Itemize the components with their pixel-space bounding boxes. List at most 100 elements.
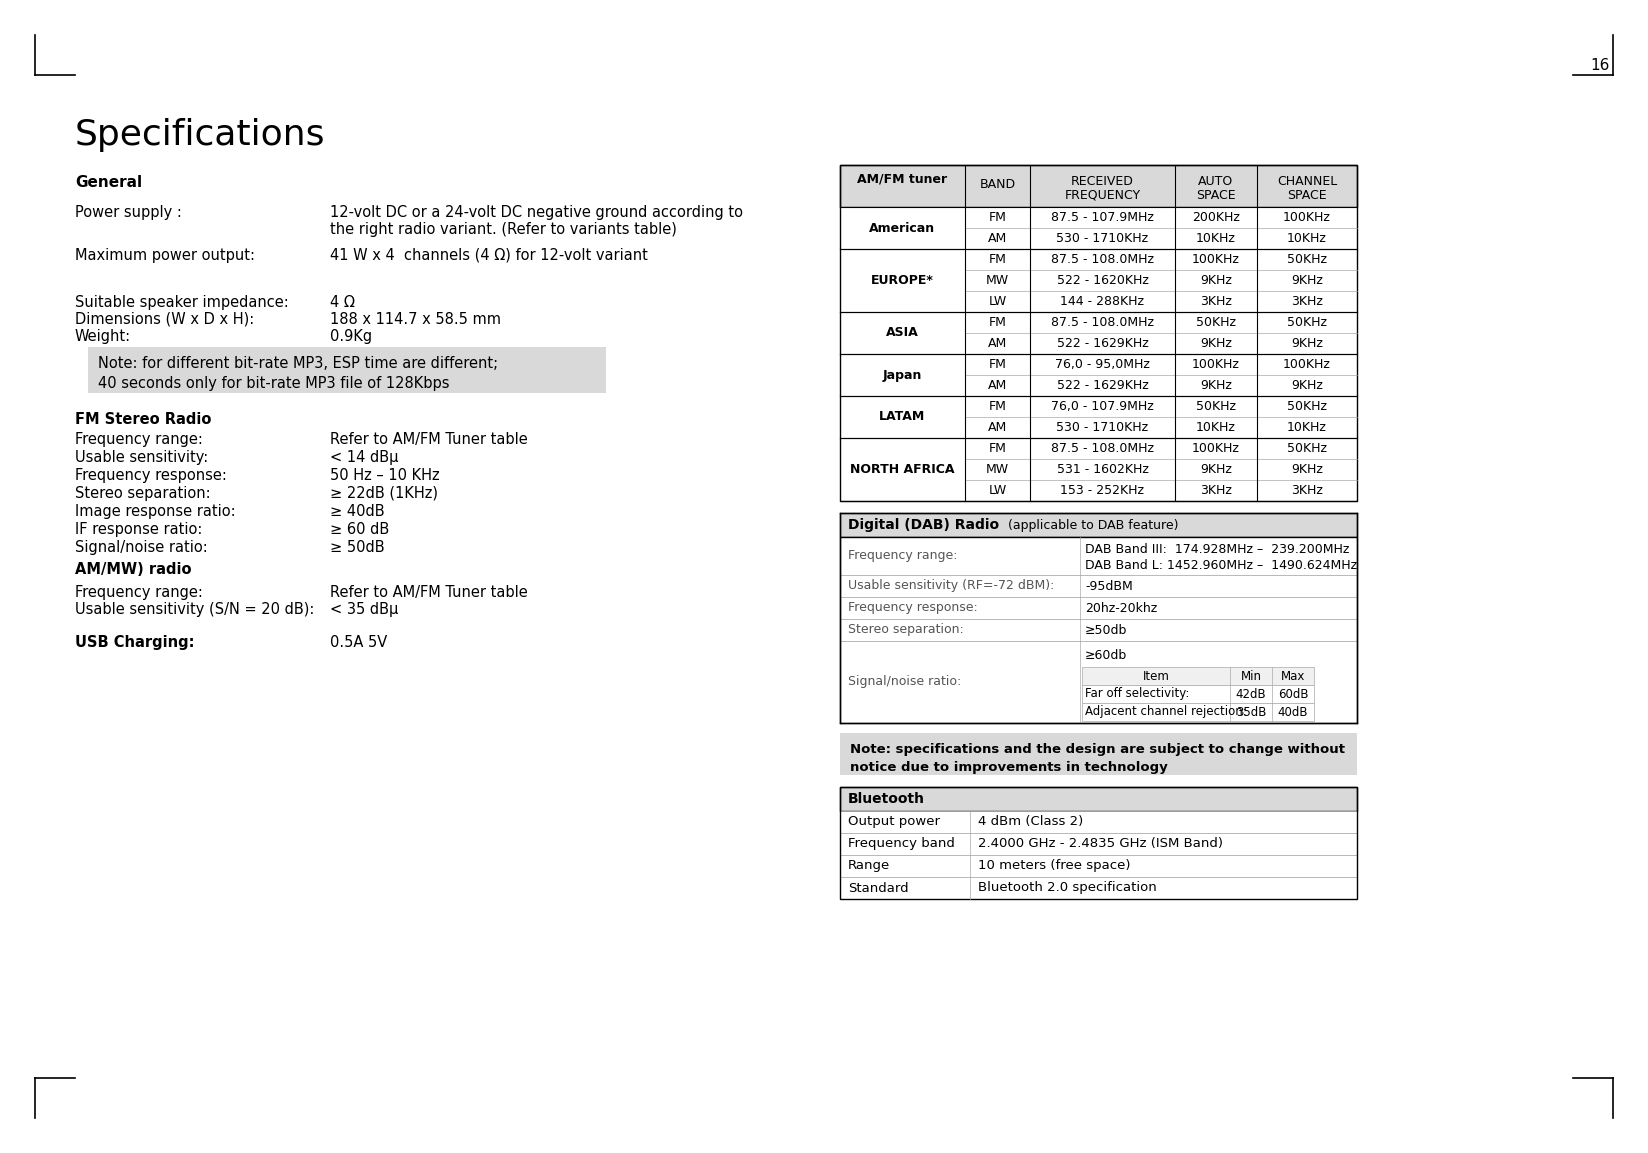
Text: 188 x 114.7 x 58.5 mm: 188 x 114.7 x 58.5 mm [330, 312, 501, 327]
Text: 60dB: 60dB [1277, 687, 1309, 701]
Bar [840, 619, 1356, 641]
Text: 100KHz: 100KHz [1284, 211, 1332, 224]
Text: Frequency band: Frequency band [849, 837, 954, 851]
Bar [840, 597, 1356, 619]
Text: MW: MW [986, 464, 1009, 476]
Text: FM Stereo Radio: FM Stereo Radio [76, 412, 211, 427]
Text: Image response ratio:: Image response ratio: [76, 504, 236, 519]
Text: Signal/noise ratio:: Signal/noise ratio: [849, 676, 961, 688]
Text: 0.5A 5V: 0.5A 5V [330, 635, 387, 650]
Text: Refer to AM/FM Tuner table: Refer to AM/FM Tuner table [330, 432, 527, 447]
Text: Far off selectivity:: Far off selectivity: [1084, 687, 1190, 701]
Text: IF response ratio:: IF response ratio: [76, 522, 203, 537]
Text: Stereo separation:: Stereo separation: [76, 487, 211, 502]
Text: Item: Item [1142, 670, 1170, 683]
Text: 9KHz: 9KHz [1290, 274, 1323, 287]
Text: Range: Range [849, 859, 890, 873]
Text: 3KHz: 3KHz [1200, 295, 1233, 308]
Text: 50KHz: 50KHz [1287, 442, 1327, 455]
Text: 522 - 1629KHz: 522 - 1629KHz [1056, 337, 1149, 351]
Text: LATAM: LATAM [880, 410, 926, 423]
Text: 153 - 252KHz: 153 - 252KHz [1061, 484, 1144, 497]
Bar [840, 787, 1356, 899]
Text: 9KHz: 9KHz [1290, 464, 1323, 476]
Text: 100KHz: 100KHz [1192, 442, 1239, 455]
Bar [87, 347, 606, 393]
Text: < 35 dBμ: < 35 dBμ [330, 602, 399, 617]
Text: 42dB: 42dB [1236, 687, 1266, 701]
Text: 50KHz: 50KHz [1287, 253, 1327, 266]
Text: 9KHz: 9KHz [1290, 379, 1323, 392]
Text: DAB Band L: 1452.960MHz –  1490.624MHz: DAB Band L: 1452.960MHz – 1490.624MHz [1084, 559, 1356, 572]
Text: Min: Min [1241, 670, 1261, 683]
Bar [840, 811, 1356, 832]
Text: 87.5 - 108.0MHz: 87.5 - 108.0MHz [1051, 442, 1154, 455]
Text: ≥ 40dB: ≥ 40dB [330, 504, 384, 519]
Text: 522 - 1629KHz: 522 - 1629KHz [1056, 379, 1149, 392]
Text: Weight:: Weight: [76, 329, 132, 344]
Text: Frequency range:: Frequency range: [76, 585, 203, 600]
Bar [840, 249, 1356, 312]
Text: Specifications: Specifications [76, 118, 326, 152]
Text: 3KHz: 3KHz [1290, 484, 1323, 497]
Text: Dimensions (W x D x H):: Dimensions (W x D x H): [76, 312, 254, 327]
Bar [840, 165, 1356, 208]
Text: Output power: Output power [849, 815, 939, 829]
Text: Power supply :: Power supply : [76, 205, 181, 220]
Text: 87.5 - 107.9MHz: 87.5 - 107.9MHz [1051, 211, 1154, 224]
Text: 9KHz: 9KHz [1200, 464, 1233, 476]
Bar [840, 575, 1356, 597]
Text: ≥50db: ≥50db [1084, 624, 1127, 636]
Text: Frequency range:: Frequency range: [76, 432, 203, 447]
Text: 40dB: 40dB [1277, 706, 1309, 718]
Text: < 14 dBμ: < 14 dBμ [330, 450, 399, 465]
Text: Adjacent channel rejection:: Adjacent channel rejection: [1084, 706, 1248, 718]
Text: 3KHz: 3KHz [1290, 295, 1323, 308]
Text: 3KHz: 3KHz [1200, 484, 1233, 497]
Text: 87.5 - 108.0MHz: 87.5 - 108.0MHz [1051, 316, 1154, 329]
Text: AM: AM [987, 379, 1007, 392]
Bar [840, 832, 1356, 856]
Text: 530 - 1710KHz: 530 - 1710KHz [1056, 232, 1149, 244]
Text: ≥ 50dB: ≥ 50dB [330, 540, 384, 555]
Text: American: American [870, 221, 936, 234]
Text: 4 Ω: 4 Ω [330, 295, 354, 310]
Bar [1083, 666, 1313, 685]
Text: 10KHz: 10KHz [1196, 232, 1236, 244]
Text: 9KHz: 9KHz [1200, 337, 1233, 351]
Text: Signal/noise ratio:: Signal/noise ratio: [76, 540, 208, 555]
Bar [840, 208, 1356, 249]
Text: 76,0 - 95,0MHz: 76,0 - 95,0MHz [1055, 357, 1150, 371]
Text: FM: FM [989, 211, 1007, 224]
Text: Bluetooth: Bluetooth [849, 792, 925, 806]
Bar [840, 537, 1356, 575]
Text: 200KHz: 200KHz [1192, 211, 1239, 224]
Text: 87.5 - 108.0MHz: 87.5 - 108.0MHz [1051, 253, 1154, 266]
Bar [840, 641, 1356, 723]
Text: 50KHz: 50KHz [1287, 400, 1327, 413]
Text: NORTH AFRICA: NORTH AFRICA [850, 464, 954, 476]
Text: FREQUENCY: FREQUENCY [1065, 189, 1140, 202]
Text: EUROPE*: EUROPE* [872, 274, 934, 287]
Text: LW: LW [989, 295, 1007, 308]
Text: SPACE: SPACE [1287, 189, 1327, 202]
Text: 16: 16 [1590, 58, 1610, 73]
Text: 50KHz: 50KHz [1196, 316, 1236, 329]
Text: Usable sensitivity (RF=-72 dBM):: Usable sensitivity (RF=-72 dBM): [849, 580, 1055, 593]
Text: AM/FM tuner: AM/FM tuner [857, 173, 948, 186]
Text: notice due to improvements in technology: notice due to improvements in technology [850, 761, 1168, 774]
Text: DAB Band III:  174.928MHz –  239.200MHz: DAB Band III: 174.928MHz – 239.200MHz [1084, 543, 1350, 556]
Text: Standard: Standard [849, 882, 908, 895]
Text: AUTO: AUTO [1198, 175, 1234, 188]
Text: 4 dBm (Class 2): 4 dBm (Class 2) [977, 815, 1083, 829]
Text: 2.4000 GHz - 2.4835 GHz (ISM Band): 2.4000 GHz - 2.4835 GHz (ISM Band) [977, 837, 1223, 851]
Text: Usable sensitivity (S/N = 20 dB):: Usable sensitivity (S/N = 20 dB): [76, 602, 315, 617]
Text: 522 - 1620KHz: 522 - 1620KHz [1056, 274, 1149, 287]
Text: 40 seconds only for bit-rate MP3 file of 128Kbps: 40 seconds only for bit-rate MP3 file of… [97, 376, 450, 391]
Text: MW: MW [986, 274, 1009, 287]
Bar [840, 312, 1356, 354]
Bar [840, 438, 1356, 502]
Text: SPACE: SPACE [1196, 189, 1236, 202]
Text: Japan: Japan [883, 369, 923, 382]
Text: Frequency response:: Frequency response: [76, 468, 227, 483]
